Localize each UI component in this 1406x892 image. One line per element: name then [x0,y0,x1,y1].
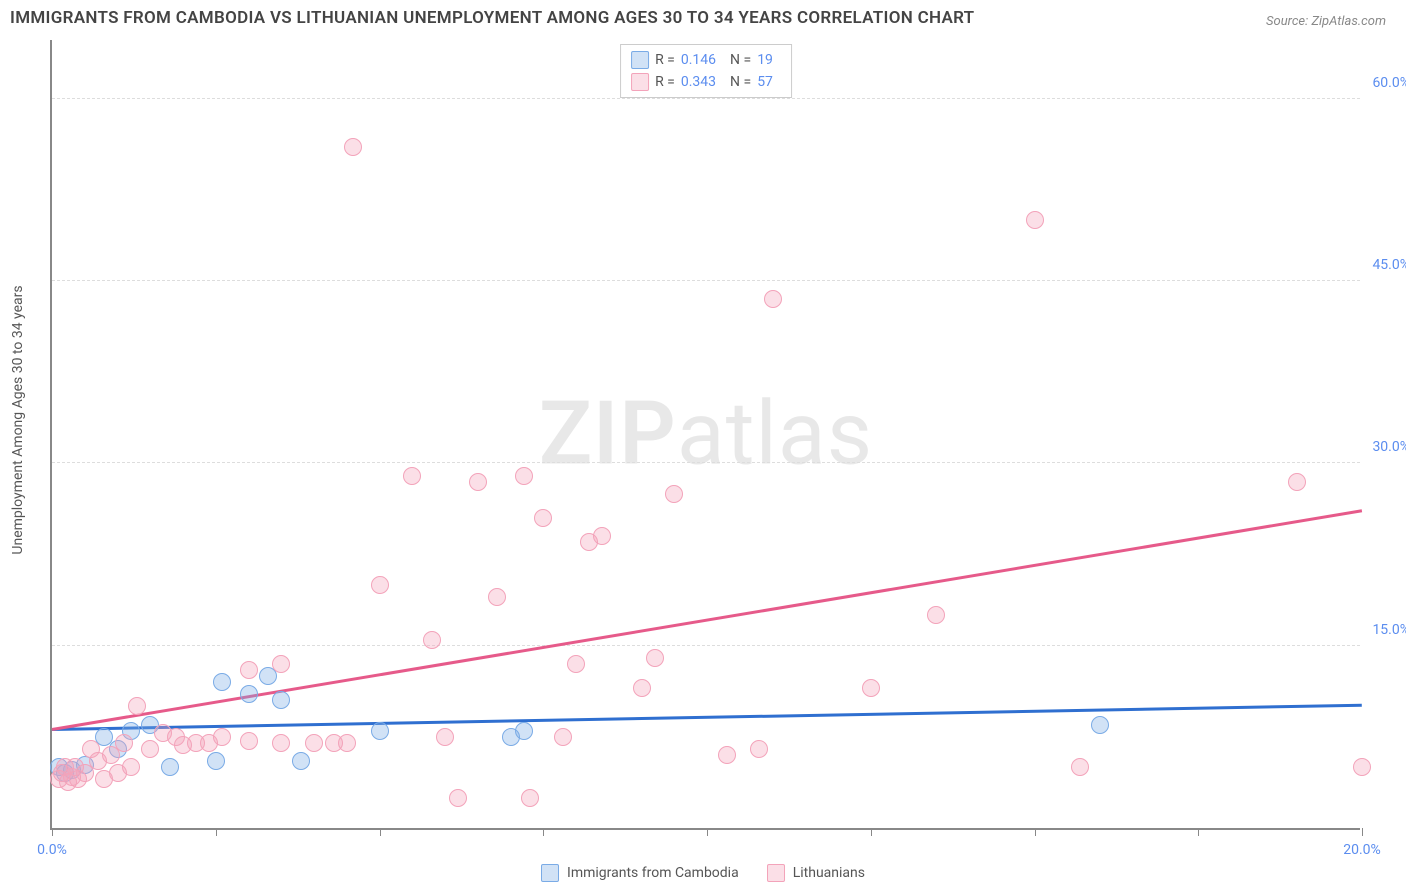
gridline [52,280,1360,281]
data-point [272,655,290,673]
r-value: 0.146 [681,49,716,71]
legend-swatch [631,73,649,91]
data-point [593,527,611,545]
gridline [52,98,1360,99]
watermark-logo: ZIPatlas [539,383,873,486]
data-point [128,697,146,715]
y-tick-label: 30.0% [1362,439,1406,455]
data-point [534,509,552,527]
x-tick-label: 0.0% [37,842,67,858]
data-point [646,649,664,667]
legend-item: Lithuanians [767,864,865,882]
data-point [718,746,736,764]
data-point [371,576,389,594]
y-tick-label: 60.0% [1362,75,1406,91]
legend-swatch [541,864,559,882]
data-point [764,290,782,308]
data-point [338,734,356,752]
data-point [141,740,159,758]
data-point [567,655,585,673]
source-value: ZipAtlas.com [1311,14,1386,29]
data-point [1071,758,1089,776]
y-axis-label: Unemployment Among Ages 30 to 34 years [10,285,26,554]
x-tick [543,828,544,836]
data-point [344,138,362,156]
r-label: R = [655,49,675,71]
gridline [52,462,1360,463]
data-point [213,728,231,746]
legend-item: Immigrants from Cambodia [541,864,739,882]
watermark-zip: ZIP [539,383,677,486]
n-label: N = [730,71,751,93]
data-point [305,734,323,752]
legend-label: Immigrants from Cambodia [567,865,739,881]
data-point [240,685,258,703]
gridline [52,645,1360,646]
trend-line-cambodia [52,704,1362,731]
data-point [750,740,768,758]
n-value: 19 [757,49,773,71]
x-tick [1198,828,1199,836]
x-tick-label: 20.0% [1343,842,1381,858]
data-point [423,631,441,649]
r-value: 0.343 [681,71,716,93]
source-label: Source: [1266,14,1308,29]
data-point [292,752,310,770]
data-point [240,661,258,679]
source-attribution: Source: ZipAtlas.com [1266,14,1386,29]
legend-swatch [767,864,785,882]
data-point [161,758,179,776]
data-point [665,485,683,503]
legend-label: Lithuanians [793,865,865,881]
y-tick-label: 15.0% [1362,622,1406,638]
data-point [436,728,454,746]
data-point [207,752,225,770]
scatter-plot-area: ZIPatlas R =0.146N =19R =0.343N =57 15.0… [50,40,1360,830]
x-tick [871,828,872,836]
r-label: R = [655,71,675,93]
legend-stat-row: R = 0.146 N = 19 [631,49,781,71]
data-point [115,734,133,752]
x-tick [380,828,381,836]
x-tick [707,828,708,836]
data-point [488,588,506,606]
data-point [554,728,572,746]
legend-swatch [631,51,649,69]
series-legend: Immigrants from Cambodia Lithuanians [541,864,865,882]
data-point [122,758,140,776]
data-point [240,732,258,750]
data-point [1353,758,1371,776]
data-point [521,789,539,807]
data-point [1288,473,1306,491]
correlation-legend: R = 0.146 N = 19 R = 0.343 N = 57 [620,44,792,98]
x-tick [1035,828,1036,836]
y-tick-label: 45.0% [1362,257,1406,273]
data-point [633,679,651,697]
data-point [515,467,533,485]
n-label: N = [730,49,751,71]
data-point [862,679,880,697]
data-point [272,734,290,752]
data-point [469,473,487,491]
data-point [1091,716,1109,734]
x-tick [52,828,53,836]
data-point [927,606,945,624]
chart-title: IMMIGRANTS FROM CAMBODIA VS LITHUANIAN U… [10,8,974,28]
data-point [515,722,533,740]
data-point [213,673,231,691]
data-point [449,789,467,807]
watermark-atlas: atlas [677,383,873,486]
legend-stat-row: R = 0.343 N = 57 [631,71,781,93]
x-tick [1362,828,1363,836]
x-tick [216,828,217,836]
n-value: 57 [757,71,773,93]
data-point [272,691,290,709]
data-point [403,467,421,485]
data-point [1026,211,1044,229]
data-point [371,722,389,740]
